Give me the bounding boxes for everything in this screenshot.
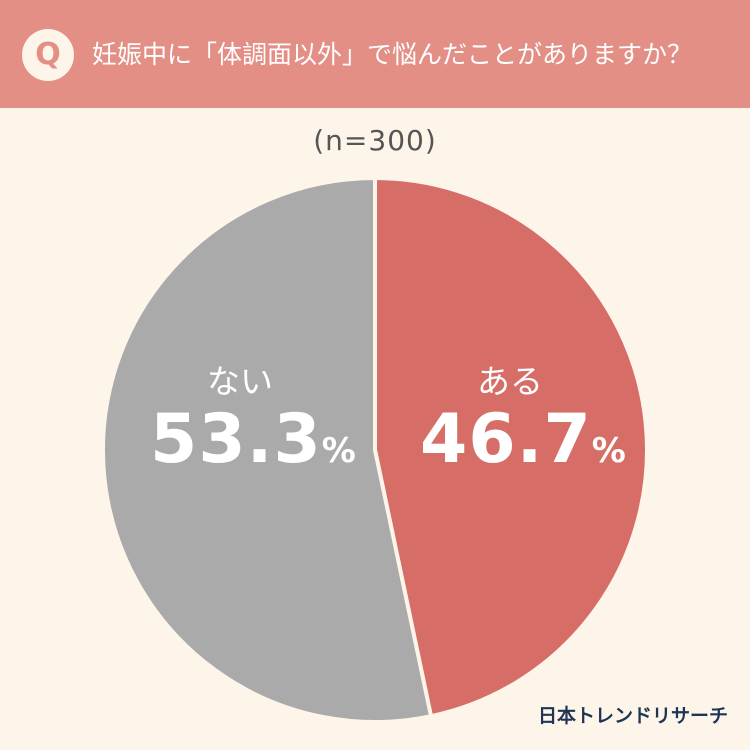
slice-yes xyxy=(373,176,649,719)
question-badge: Q xyxy=(22,29,74,81)
brand-logo-text: 日本トレンドリサーチ xyxy=(537,705,728,727)
header-banner: Q 妊娠中に「体調面以外」で悩んだことがありますか？ xyxy=(0,0,750,108)
slice-label-yes: ある 46.7% xyxy=(420,362,627,489)
slice-name-no: ない xyxy=(207,362,273,401)
slice-value-yes: 46.7% xyxy=(420,400,627,479)
sample-size-note: (n=300) xyxy=(313,124,437,157)
slice-no xyxy=(101,176,433,724)
slice-label-no: ない 53.3% xyxy=(150,362,357,489)
question-text: 妊娠中に「体調面以外」で悩んだことがありますか？ xyxy=(92,40,693,69)
slice-name-yes: ある xyxy=(477,362,543,401)
slice-value-no: 53.3% xyxy=(150,400,357,479)
